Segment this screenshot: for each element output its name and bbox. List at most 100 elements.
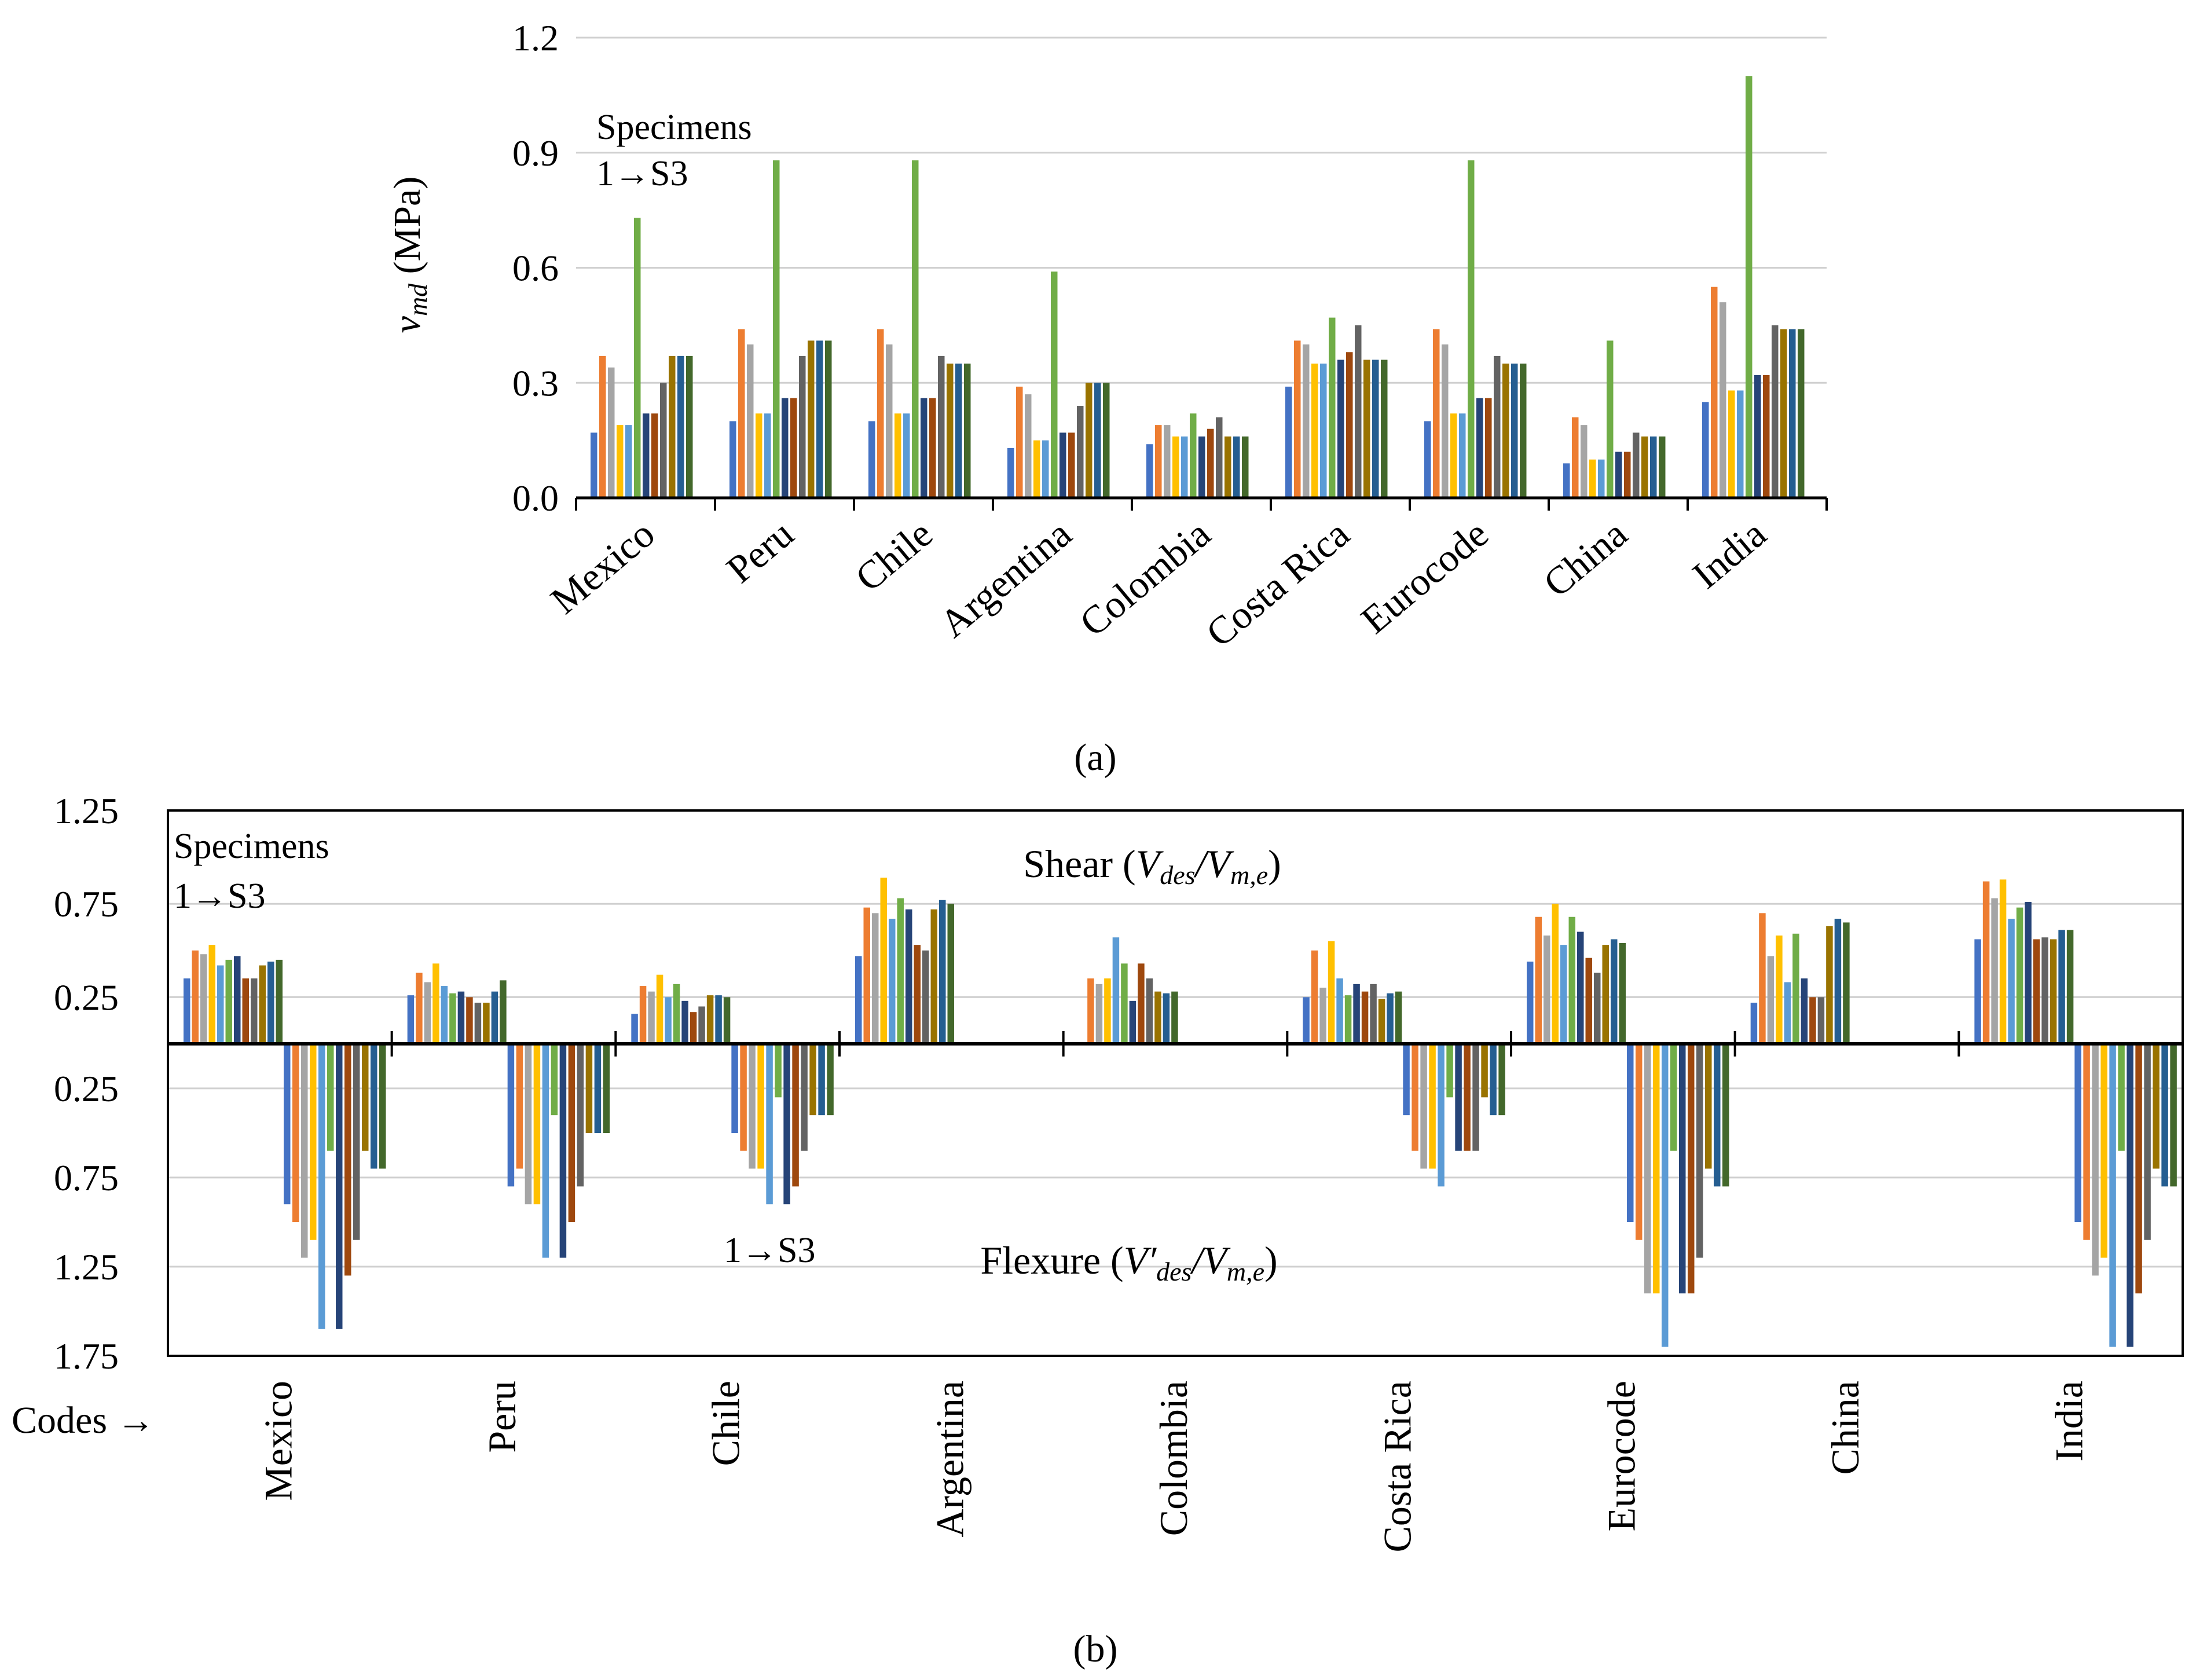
panel-b-shear-bar <box>259 965 266 1044</box>
panel-a-bar <box>816 340 823 498</box>
panel-a-bar <box>947 364 954 498</box>
panel-b-category-label: Argentina <box>927 1381 971 1538</box>
panel-a-bar <box>929 398 936 498</box>
panel-b-shear-bar <box>1602 945 1609 1044</box>
panel-b-shear-bar <box>1750 1003 1758 1044</box>
panel-b-shear-bar <box>1585 958 1592 1044</box>
panel-b-y-tick-label: 0.25 <box>54 1068 119 1109</box>
panel-b-flexure-bar <box>1653 1044 1660 1294</box>
panel-b-shear-bar <box>1353 984 1360 1044</box>
panel-a-bar <box>1746 76 1753 498</box>
panel-a-bar <box>1485 398 1492 498</box>
panel-b-flexure-bar <box>533 1044 541 1205</box>
panel-b-flexure-bar <box>792 1044 799 1187</box>
panel-a-bar <box>1051 272 1058 498</box>
panel-b-annotation-specimens: Specimens <box>174 827 329 866</box>
panel-b-flexure-bar <box>292 1044 299 1222</box>
panel-b-flexure-bar <box>344 1044 351 1276</box>
panel-b-y-tick-label: 1.25 <box>54 1246 119 1287</box>
panel-b-shear-bar <box>1535 916 1542 1044</box>
panel-b-y-tick-label: 0.25 <box>54 977 119 1018</box>
panel-b-y-tick-labels: 1.25 0.75 0.25 0.25 0.75 1.25 1.75 <box>54 790 119 1377</box>
panel-a-y-tick-label: 0.0 <box>512 478 559 519</box>
panel-b-shear-bar <box>922 950 929 1044</box>
panel-a-bar <box>1581 425 1588 498</box>
panel-b-shear-bar <box>1112 937 1120 1044</box>
panel-b-shear-bar <box>1809 997 1816 1044</box>
panel-a-bar <box>894 413 901 498</box>
panel-b-shear-bar <box>192 950 199 1044</box>
panel-a-bar <box>651 413 658 498</box>
panel-b-flexure-bar <box>1446 1044 1453 1098</box>
panel-b-flexure-bar <box>731 1044 738 1133</box>
panel-b-shear-bar <box>234 956 241 1044</box>
panel-b-x-ticks <box>390 1031 1960 1057</box>
panel-b-x-axis-label: Codes → <box>12 1399 155 1441</box>
panel-b-flexure-bar <box>2153 1044 2160 1169</box>
panel-a-y-tick-label: 0.9 <box>512 133 559 174</box>
panel-a-bar <box>1025 394 1032 498</box>
panel-b-flexure-bar <box>594 1044 602 1133</box>
panel-b-flexure-bar <box>2161 1044 2168 1187</box>
panel-a-bar <box>634 218 641 498</box>
panel-a-bar <box>1372 360 1379 498</box>
panel-a-bar <box>1615 452 1622 498</box>
flexure-title-suffix: ) <box>1264 1238 1278 1282</box>
panel-b-shear-bar <box>2066 930 2074 1044</box>
panel-b-shear-bar <box>1568 916 1575 1044</box>
panel-b-shear-bar <box>1311 950 1318 1044</box>
panel-a-bar <box>912 160 919 498</box>
panel-a-category-label: Chile <box>847 511 941 600</box>
panel-b-shear-bar <box>1121 963 1128 1044</box>
panel-b-shear-bar <box>217 965 224 1044</box>
shear-title-prefix: Shear ( <box>1023 842 1135 886</box>
flexure-title-slash: /V <box>1189 1238 1231 1282</box>
panel-a-bar <box>1363 360 1370 498</box>
panel-b-flexure-bar <box>749 1044 756 1169</box>
panel-a-bar <box>1572 417 1579 498</box>
panel-a-bar <box>1737 390 1744 498</box>
panel-b-shear-bar <box>1527 962 1534 1044</box>
panel-b-shear-bar <box>1611 939 1618 1044</box>
panel-a-y-tick-label: 1.2 <box>512 17 559 58</box>
panel-b-flexure-bar <box>603 1044 610 1133</box>
panel-b-shear-bar <box>457 991 465 1044</box>
panel-a-category-label: Costa Rica <box>1198 511 1358 655</box>
panel-b-shear-bar <box>1095 984 1103 1044</box>
shear-title-suffix: ) <box>1268 842 1281 886</box>
panel-b-flexure-bar <box>1498 1044 1505 1116</box>
panel-b-shear-bar <box>665 997 672 1044</box>
panel-b-flexure-bar <box>353 1044 360 1240</box>
panel-b-shear-bar <box>424 982 431 1044</box>
flexure-title-sub1: des <box>1156 1257 1192 1286</box>
panel-b-y-tick-label: 1.25 <box>54 790 119 831</box>
panel-b-flexure-bar <box>1481 1044 1488 1098</box>
panel-b-flexure-bar <box>2144 1044 2151 1240</box>
panel-b-shear-bar <box>1619 942 1626 1044</box>
panel-b-flexure-bar <box>1636 1044 1643 1240</box>
panel-b-shear-bar <box>2016 907 2023 1044</box>
panel-b-flexure-bar <box>301 1044 308 1258</box>
panel-a-bar <box>1624 452 1631 498</box>
panel-a-bar <box>669 355 676 498</box>
panel-b-annotation-flexure-order: 1→S3 <box>724 1231 815 1270</box>
panel-b-shear-bar <box>1826 926 1833 1044</box>
panel-b-shear-bar <box>897 898 904 1044</box>
panel-b-shear-bar <box>1792 933 1799 1044</box>
panel-a-bar <box>1094 383 1101 498</box>
panel-a-bar <box>1233 436 1240 498</box>
panel-a-bar <box>799 355 806 498</box>
panel-b-shear-bar <box>1336 978 1343 1044</box>
panel-b-shear-bar <box>276 959 283 1044</box>
panel-a-bar <box>1016 386 1023 498</box>
panel-b-flexure-bar <box>516 1044 523 1169</box>
panel-b-shear-bar <box>2025 901 2032 1044</box>
panel-b-shear-title: Shear (Vdes/Vm,e) <box>1023 842 1281 890</box>
panel-b-flexure-bar <box>379 1044 386 1169</box>
panel-b-flexure-bar <box>818 1044 825 1116</box>
panel-b-shear-bar <box>706 995 714 1044</box>
panel-b-flexure-bar <box>318 1044 325 1329</box>
panel-b-shear-bar <box>1552 904 1559 1044</box>
